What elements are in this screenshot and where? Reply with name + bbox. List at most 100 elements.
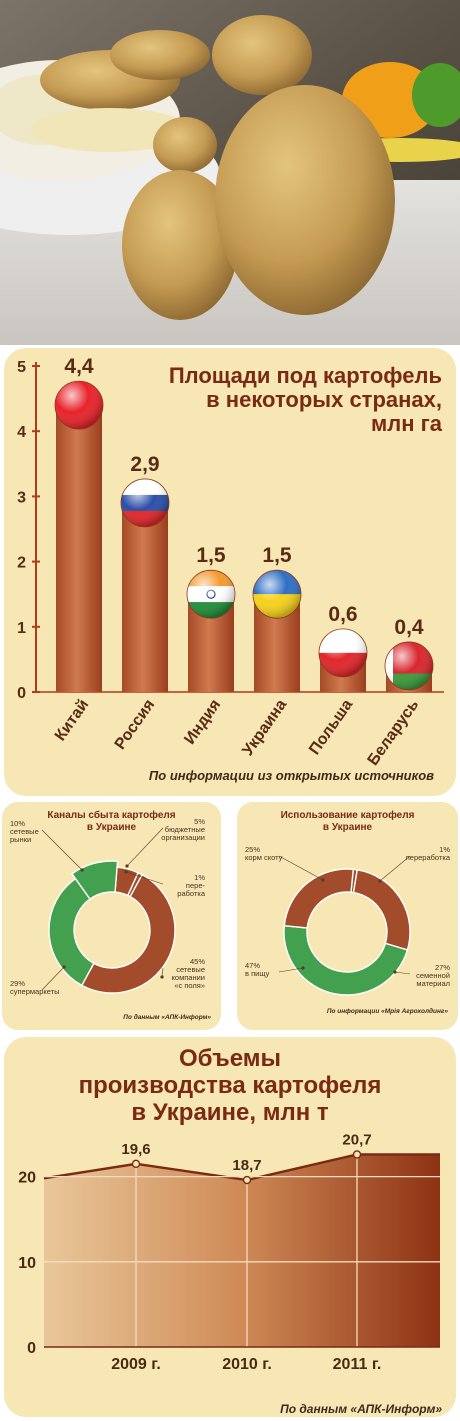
production-y-tick-label: 0 [27, 1340, 36, 1357]
y-tick-label: 3 [17, 489, 26, 506]
usage-label-0: 1%переработка [378, 845, 451, 883]
flag-ball-3 [252, 569, 302, 619]
sales-leader-dot [80, 868, 84, 872]
production-area-fill [44, 1154, 440, 1347]
usage-slice-2 [283, 924, 409, 996]
category-label: Индия [181, 697, 224, 748]
sales-channels-chart-panel: Каналы сбыта картофеля в Украине 5% бюдже… [2, 802, 221, 1030]
sales-leader-line [126, 827, 164, 867]
sales-leader-line [125, 871, 164, 885]
sales-label-value: 1% [194, 873, 205, 882]
sales-label-3: 29%супермаркеты [10, 965, 66, 996]
sales-label-value: 45% [190, 957, 205, 966]
category-label: Польша [306, 696, 356, 758]
bar-value-label: 2,9 [130, 453, 159, 476]
usage-label-text: в пищу [245, 969, 270, 978]
production-point-3 [352, 1150, 362, 1159]
sales-slice-3 [48, 877, 95, 987]
sales-leader-dot [125, 864, 129, 868]
production-chart-title-line-2: производства картофеля [78, 1072, 382, 1099]
flag-ball-4 [318, 628, 368, 678]
bar-value-label: 1,5 [262, 544, 292, 567]
usage-leader-line [379, 855, 411, 882]
usage-leader-line [394, 971, 411, 975]
usage-label-value: 1% [439, 845, 450, 854]
production-x-tick-label: 2011 г. [333, 1356, 382, 1373]
area-chart-title-line-1: Площади под картофель [168, 363, 442, 388]
usage-label-value: 47% [245, 961, 260, 970]
production-point-label: 18,7 [232, 1157, 261, 1174]
sales-leader-line [41, 966, 65, 991]
usage-chart-source: По информации «Мрiя Агрохолдинг» [326, 1008, 448, 1015]
usage-chart-title-line-2: в Украине [322, 822, 373, 833]
usage-label-2: 47%в пищу [245, 961, 305, 978]
flag-ball-2 [186, 569, 236, 619]
usage-chart-title: Использование картофеля в Украине [237, 810, 458, 834]
sales-label-text: супермаркеты [10, 987, 60, 996]
flag-ball-5 [384, 641, 434, 691]
production-x-tick-label: 2010 г. [222, 1356, 272, 1373]
sales-label-text: компании [172, 973, 205, 982]
sales-chart-title-line-1: Каналы сбыта картофеля [47, 810, 176, 821]
sales-leader-line [41, 829, 83, 871]
usage-leader-dot [321, 878, 325, 882]
production-y-tick-label: 10 [18, 1255, 36, 1272]
category-label: Украина [239, 696, 290, 759]
bar-value-label: 4,4 [64, 355, 94, 378]
bar-value-label: 0,6 [328, 603, 357, 626]
usage-label-value: 27% [435, 963, 450, 972]
usage-label-text: материал [416, 979, 450, 988]
usage-label-3: 25%корм скоту [245, 845, 325, 882]
sales-chart-source: По данным «АПК-Информ» [123, 1014, 211, 1021]
bar-value-label: 0,4 [394, 616, 424, 639]
potatoes-illustration [0, 0, 460, 345]
production-point-1 [131, 1159, 141, 1169]
sales-leader-dot [124, 870, 128, 874]
bar-value-label: 1,5 [196, 544, 226, 567]
category-label: Беларусь [365, 696, 423, 768]
y-tick-label: 4 [17, 424, 26, 441]
production-point-label: 19,6 [121, 1141, 150, 1158]
sales-label-text: организации [161, 833, 205, 842]
sales-label-1: 1%пере-работка [124, 870, 206, 898]
flag-ball-0 [54, 380, 104, 430]
sales-label-text: «с поля» [174, 981, 205, 990]
category-label: Россия [112, 697, 159, 753]
sales-label-text: рынки [10, 835, 31, 844]
bar-0 [56, 405, 102, 692]
usage-leader-dot [301, 966, 305, 970]
usage-slice-3 [283, 868, 355, 929]
usage-label-text: семенной [416, 971, 450, 980]
sales-leader-dot [160, 975, 164, 979]
production-chart-title-line-3: в Украине, млн т [131, 1099, 329, 1126]
production-chart-title: Объемы производства картофеля в Украине,… [4, 1045, 456, 1126]
sales-leader-dot [62, 965, 66, 969]
usage-slice-1 [352, 869, 411, 951]
usage-leader-dot [393, 970, 397, 974]
production-chart-source: По данным «АПК-Информ» [280, 1402, 442, 1416]
production-chart-title-line-1: Объемы [179, 1045, 281, 1072]
sales-label-text: бюджетные [165, 825, 205, 834]
production-area-svg: 0 10 20 19,6 18,7 20,7 2009 г. 2010 г. 2011 г. [18, 1131, 440, 1373]
potato-area-chart-panel: Площади под картофель в некоторых страна… [4, 348, 456, 796]
area-chart-title-line-3: млн га [370, 411, 442, 436]
area-chart-title-line-2: в некоторых странах, [206, 387, 442, 412]
sales-label-value: 10% [10, 819, 25, 828]
production-y-tick-label: 20 [18, 1170, 36, 1187]
sales-label-text: сетевые [176, 965, 205, 974]
sales-donut-svg: 5%бюджетныеорганизации1%пере-работка45%с… [10, 817, 206, 996]
usage-label-text: переработка [406, 853, 451, 862]
sales-label-value: 5% [194, 817, 205, 826]
usage-chart-panel: Использование картофеля в Украине 1% пере… [237, 802, 458, 1030]
usage-label-text: корм скоту [245, 853, 283, 862]
potatoes-photo [0, 0, 460, 345]
production-chart-panel: Объемы производства картофеля в Украине,… [4, 1037, 456, 1417]
y-tick-label: 5 [17, 359, 26, 376]
production-point-label: 20,7 [342, 1131, 371, 1148]
flag-ball-1 [120, 478, 170, 528]
usage-label-value: 25% [245, 845, 260, 854]
area-chart-title: Площади под картофель в некоторых страна… [169, 364, 442, 436]
